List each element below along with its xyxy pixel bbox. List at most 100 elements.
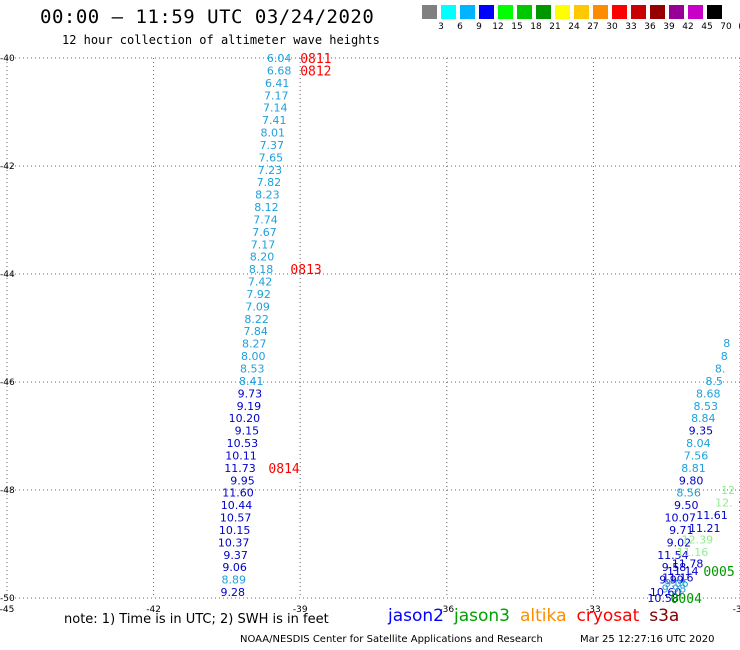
wave-height-label: 12 (721, 484, 735, 497)
wave-height-label: 7.41 (262, 114, 287, 127)
wave-height-label: 10.60 (650, 586, 682, 599)
color-swatch (612, 5, 627, 19)
wave-height-label: 8. (715, 363, 726, 376)
wave-height-label: 6.04 (267, 52, 292, 65)
wave-height-label: 8.22 (244, 313, 269, 326)
color-scale-tick: 42 (682, 22, 694, 32)
color-swatch (536, 5, 551, 19)
wave-height-label: 11.73 (224, 462, 256, 475)
color-swatch (688, 5, 703, 19)
wave-height-label: 10.53 (227, 437, 259, 450)
wave-height-label: 9.99 (659, 574, 684, 587)
wave-height-label: 11.78 (672, 557, 704, 570)
color-swatch (422, 5, 437, 19)
wave-height-label: 8.56 (676, 487, 701, 500)
color-scale-tick: 70 (720, 22, 732, 32)
footer-note: note: 1) Time is in UTC; 2) SWH is in fe… (64, 612, 329, 627)
wave-height-label: 10.15 (219, 524, 251, 537)
wave-height-label: 11.54 (657, 549, 689, 562)
wave-height-label: 8.41 (239, 375, 264, 388)
chart-subtitle: 12 hour collection of altimeter wave hei… (62, 33, 380, 47)
x-tick-label: -30 (733, 605, 740, 615)
wave-height-label: 10.44 (221, 499, 253, 512)
wave-height-label: 7.67 (252, 226, 277, 239)
wave-height-label: 9.73 (238, 387, 263, 400)
wave-height-label: 8.68 (696, 387, 721, 400)
color-swatch (707, 5, 722, 19)
wave-height-label: 9.50 (674, 499, 699, 512)
wave-height-label: 8.23 (255, 189, 280, 202)
wave-height-label: 9.28 (220, 586, 245, 599)
color-scale-tick: 21 (549, 22, 561, 32)
wave-height-label: 7.82 (257, 176, 282, 189)
wave-height-label: 8.04 (686, 437, 711, 450)
satellite-name: jason2 (388, 606, 444, 626)
wave-height-label: 7.84 (243, 325, 268, 338)
wave-height-label: 9.35 (689, 425, 714, 438)
wave-height-label: 11.60 (222, 487, 254, 500)
color-swatch (479, 5, 494, 19)
color-scale-tick: (ft) (733, 22, 740, 32)
wave-height-label: 8 (721, 350, 728, 363)
x-tick-label: -42 (146, 605, 161, 615)
wave-height-label: 9.71 (669, 524, 694, 537)
color-scale-tick: 33 (625, 22, 637, 32)
wave-height-label: 8.84 (691, 412, 716, 425)
time-label: 0811 (300, 52, 331, 67)
y-tick-label: -44 (0, 270, 15, 280)
wave-height-label: 6.41 (265, 77, 290, 90)
time-label: 0812 (300, 64, 331, 79)
wave-height-label: 6.68 (267, 64, 292, 77)
wave-height-label: 9.95 (230, 474, 255, 487)
wave-height-label: 7.17 (251, 238, 276, 251)
satellite-legend: jason2 jason3 altika cryosat s3a (388, 606, 689, 626)
wave-height-label: 9.37 (223, 549, 248, 562)
color-swatch (441, 5, 456, 19)
y-tick-label: -48 (0, 486, 15, 496)
wave-height-label: 9.15 (235, 425, 260, 438)
x-tick-label: -33 (586, 605, 601, 615)
wave-height-label: 9.19 (237, 400, 262, 413)
wave-height-label: 11.16 (662, 571, 694, 584)
wave-height-label: 8.5 (705, 375, 723, 388)
wave-height-label: 8.53 (240, 363, 265, 376)
color-swatch (631, 5, 646, 19)
wave-height-label: 8.18 (249, 263, 274, 276)
color-swatch (650, 5, 665, 19)
wave-height-label: 8 (723, 337, 730, 350)
wave-height-label: 8.20 (250, 251, 275, 264)
y-tick-label: -42 (0, 162, 15, 172)
wave-height-label: 9.58 (662, 561, 687, 574)
y-tick-label: -40 (0, 54, 15, 64)
color-scale-tick: 24 (568, 22, 580, 32)
wave-height-label: 10.37 (218, 536, 250, 549)
satellite-name: cryosat (576, 606, 640, 626)
chart-title: 00:00 – 11:59 UTC 03/24/2020 (40, 6, 375, 28)
credit-text: NOAA/NESDIS Center for Satellite Applica… (240, 634, 543, 645)
color-swatch (593, 5, 608, 19)
wave-height-label: 10.11 (225, 449, 257, 462)
time-label: 0814 (268, 462, 299, 477)
wave-height-label: 10.57 (220, 512, 252, 525)
time-label: 0005 (703, 565, 734, 580)
wave-height-label: 7.09 (245, 300, 270, 313)
satellite-name: jason3 (454, 606, 510, 626)
color-scale-tick: 18 (530, 22, 542, 32)
wave-height-label: 7.74 (253, 213, 278, 226)
color-scale-tick: 39 (663, 22, 675, 32)
color-scale-tick: 45 (701, 22, 713, 32)
wave-height-label: 12.39 (682, 534, 714, 547)
x-tick-label: -45 (0, 605, 14, 615)
timestamp-text: Mar 25 12:27:16 UTC 2020 (580, 634, 715, 645)
color-scale-tick: 36 (644, 22, 656, 32)
color-scale-tick: 3 (438, 22, 444, 32)
wave-height-label: 9.06 (664, 577, 689, 590)
wave-height-label: 9.80 (679, 474, 704, 487)
color-scale-tick: 9 (476, 22, 482, 32)
wave-height-label: 8.53 (694, 400, 719, 413)
wave-height-label: 11.61 (696, 509, 728, 522)
color-scale-tick: 15 (511, 22, 523, 32)
wave-height-label: 7.56 (684, 449, 709, 462)
wave-height-label: 9.06 (222, 561, 247, 574)
